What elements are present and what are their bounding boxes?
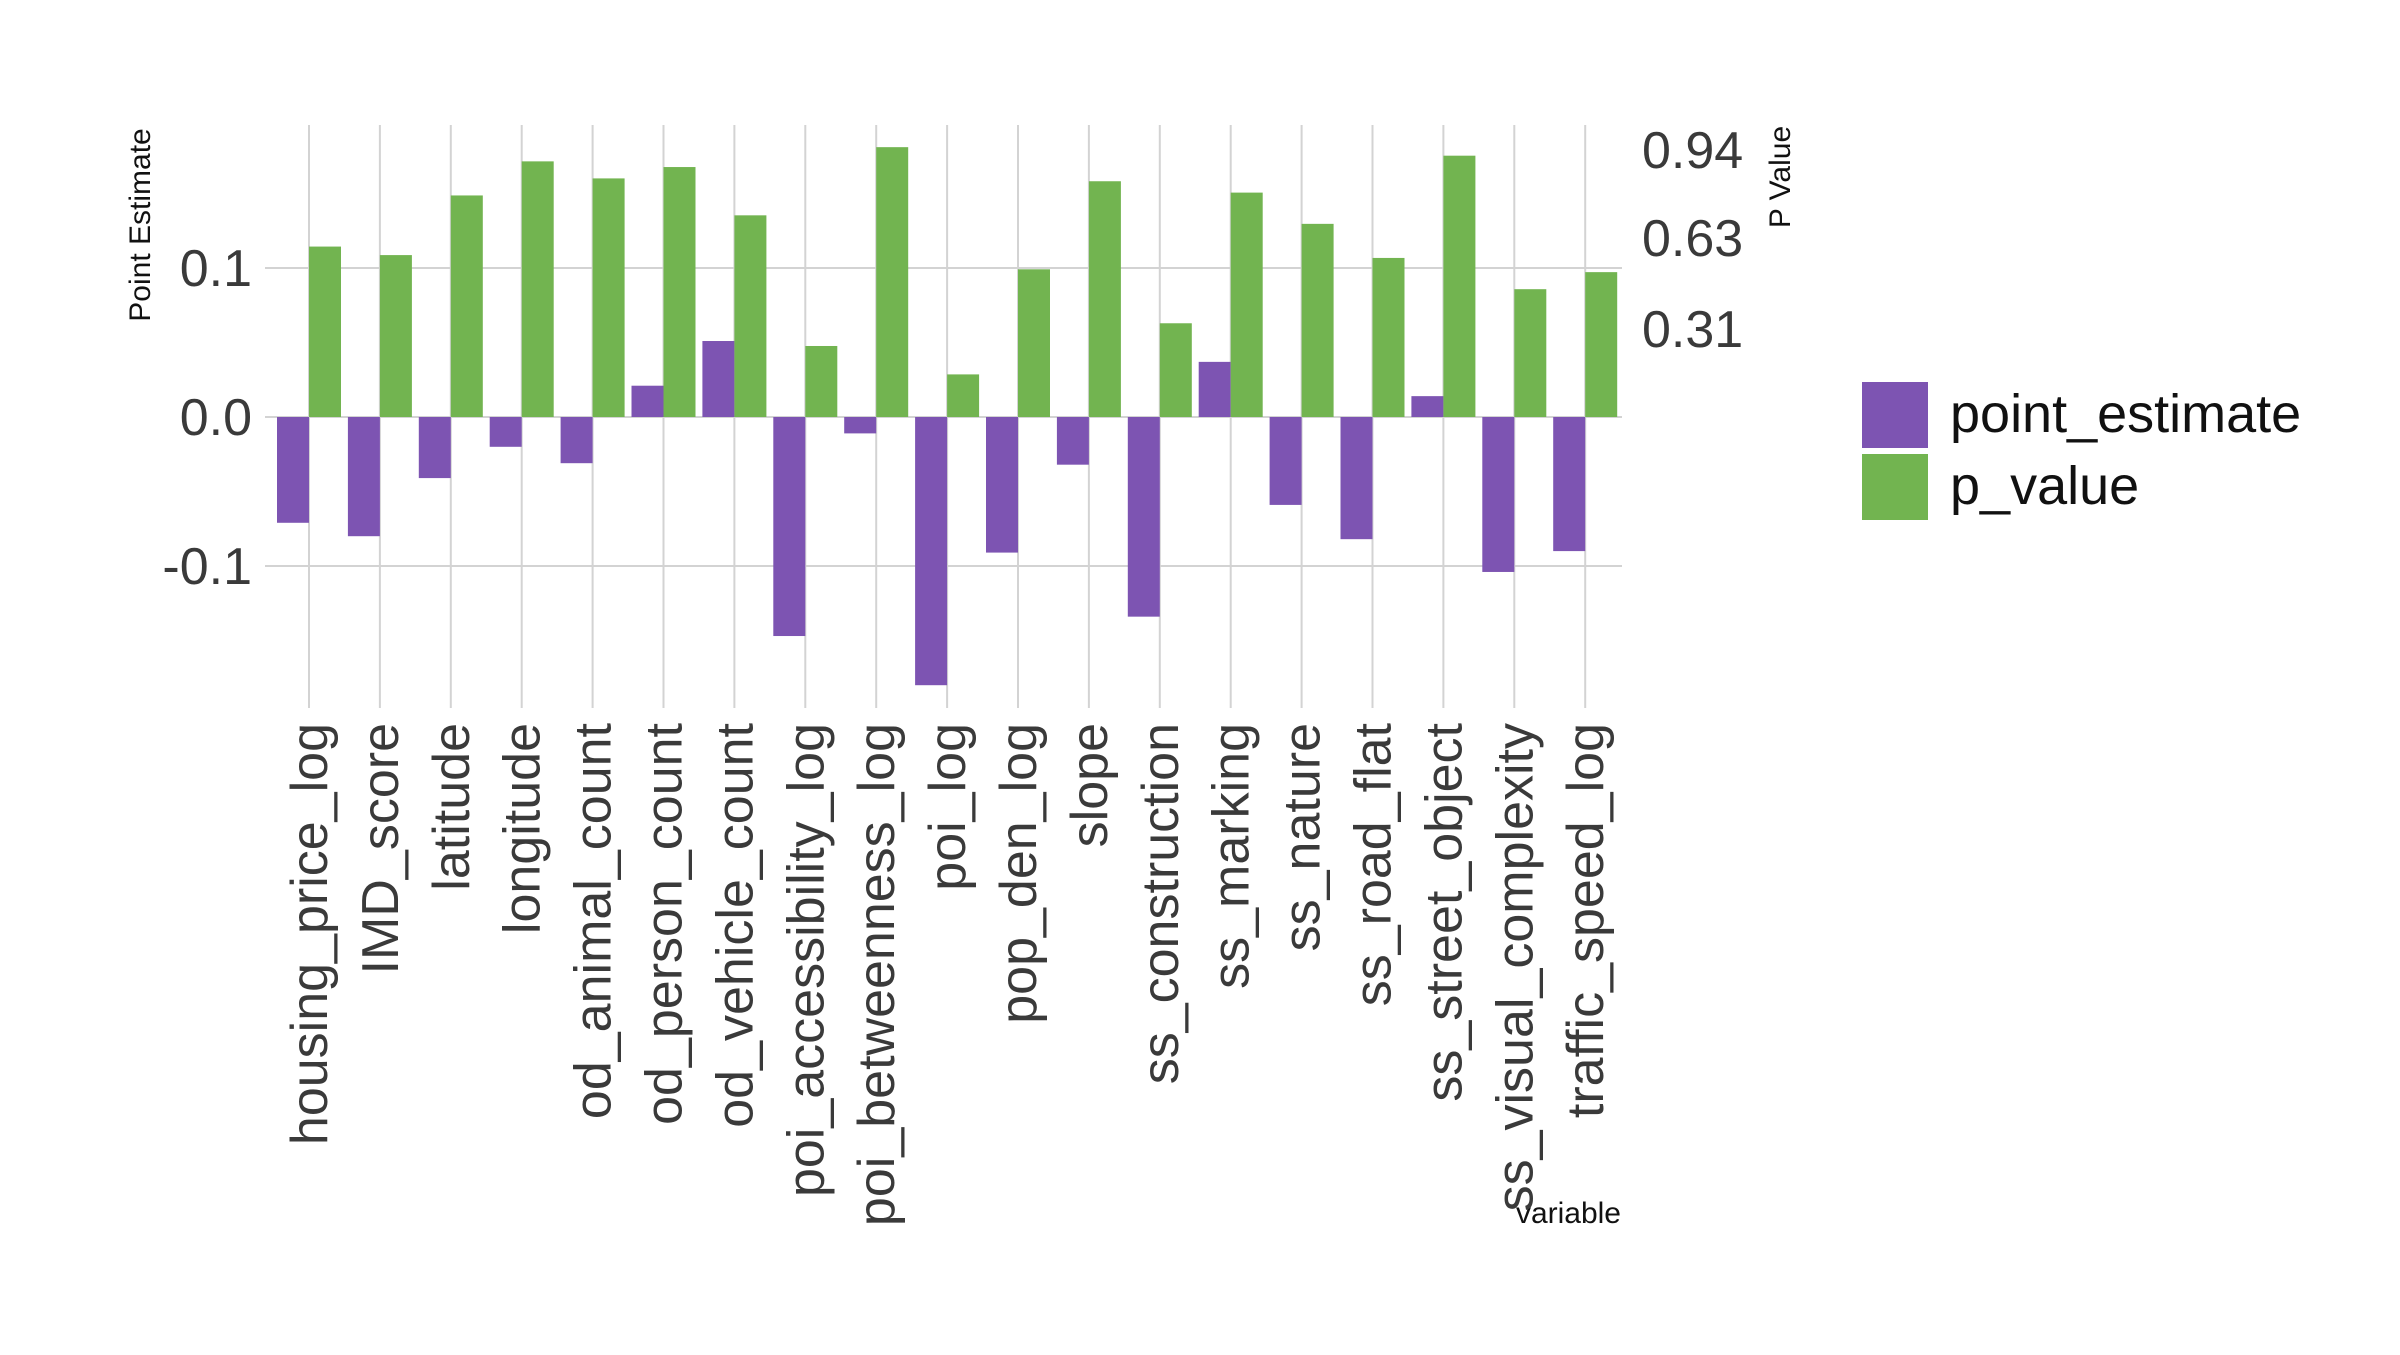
p-value-bar [1301, 223, 1334, 417]
y2-tick-label: 0.63 [1642, 210, 1743, 268]
x-tick-label: ss_marking [1203, 723, 1261, 989]
legend-label: point_estimate [1950, 384, 2301, 444]
p-value-bar [1514, 289, 1547, 417]
y-tick-label: 0.1 [180, 240, 252, 298]
p-value-bar [663, 167, 696, 417]
p-value-bar [1443, 155, 1476, 417]
point-estimate-bar [1269, 417, 1302, 505]
point-estimate-bar [1056, 417, 1089, 465]
point-estimate-bar [347, 417, 380, 537]
bar-layer [277, 147, 1618, 686]
point-estimate-bar [1127, 417, 1160, 617]
x-tick-label: ss_street_object [1415, 722, 1473, 1101]
y2-tick-label: 0.94 [1642, 122, 1743, 180]
p-value-bar [592, 178, 625, 417]
legend-label: p_value [1950, 456, 2139, 516]
x-tick-label: od_animal_count [565, 722, 623, 1119]
p-value-bar [1585, 272, 1618, 417]
point-estimate-bar [560, 417, 593, 464]
x-tick-label: poi_log [919, 723, 977, 891]
x-tick-label: poi_betweenness_log [848, 723, 906, 1226]
point-estimate-bar [844, 417, 877, 434]
p-value-bar [805, 345, 838, 417]
x-tick-label: housing_price_log [281, 723, 339, 1145]
x-tick-label: pop_den_log [990, 723, 1048, 1024]
point-estimate-bar [773, 417, 806, 637]
y-axis-title: Point Estimate [124, 128, 157, 321]
x-tick-label: ss_nature [1274, 723, 1332, 951]
x-tick-label: ss_construction [1132, 723, 1190, 1084]
x-tick-label: od_person_count [636, 722, 694, 1124]
y2-axis-title: P Value [1764, 126, 1797, 228]
point-estimate-bar [1340, 417, 1373, 540]
x-tick-label: ss_visual_complexity [1486, 723, 1544, 1211]
y-tick-label: 0.0 [180, 389, 252, 447]
p-value-bar [521, 161, 554, 417]
x-tick-label: od_vehicle_count [706, 722, 764, 1127]
p-value-bar [876, 147, 909, 417]
x-axis-title: variable [1516, 1197, 1621, 1230]
point-estimate-bar [702, 341, 735, 417]
p-value-bar [1018, 269, 1050, 417]
point-estimate-bar [1198, 361, 1231, 417]
point-estimate-bar [277, 417, 309, 523]
axis-layer: Point Estimate P Value variable -0.1 0.0 0… [124, 122, 1797, 1230]
x-tick-label: latitude [423, 723, 481, 891]
x-tick-label: slope [1061, 723, 1119, 847]
point-estimate-bar [915, 417, 948, 686]
legend-key-point_estimate [1862, 382, 1928, 448]
point-estimate-bar [489, 417, 522, 447]
x-tick-label: IMD_score [352, 723, 410, 974]
x-tick-label: traffic_speed_log [1557, 723, 1615, 1118]
p-value-bar [734, 215, 767, 417]
point-estimate-bar [986, 417, 1018, 553]
p-value-bar [1230, 192, 1263, 417]
x-tick-label: longitude [494, 723, 552, 934]
point-estimate-bar [1411, 396, 1444, 417]
p-value-bar [947, 374, 980, 417]
y-tick-label: -0.1 [162, 538, 252, 596]
point-estimate-bar [1553, 417, 1586, 552]
point-estimate-bar [418, 417, 451, 479]
p-value-bar [450, 195, 483, 417]
p-value-bar [309, 246, 341, 417]
x-tick-label: ss_road_flat [1345, 722, 1403, 1006]
p-value-bar [1159, 323, 1192, 417]
point-estimate-bar [1482, 417, 1515, 572]
p-value-bar [379, 255, 412, 417]
point-estimate-bar [631, 385, 664, 417]
x-tick-label: poi_accessibility_log [777, 723, 835, 1197]
legend-key-p_value [1862, 454, 1928, 520]
legend: point_estimate p_value [1862, 382, 2301, 520]
p-value-bar [1372, 257, 1405, 417]
y2-tick-label: 0.31 [1642, 301, 1743, 359]
p-value-bar [1088, 181, 1121, 417]
